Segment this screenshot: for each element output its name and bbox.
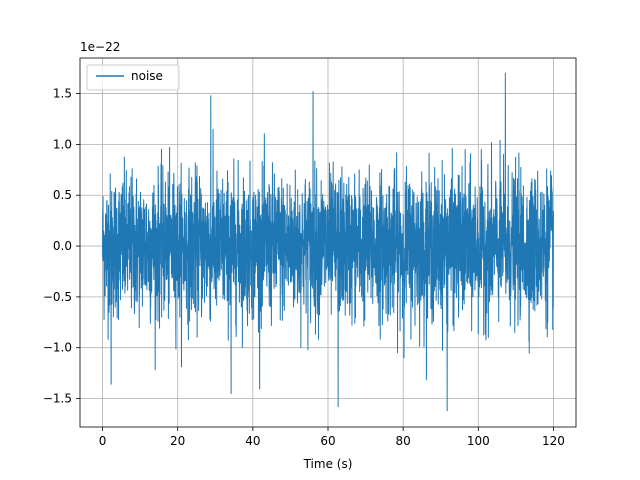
noise-line (102, 72, 554, 412)
y-tick-label: 0.5 (53, 188, 72, 202)
x-tick-label: 120 (542, 434, 565, 448)
x-tick-label: 40 (245, 434, 260, 448)
legend: noise (86, 64, 180, 91)
y-tick-label: −1.5 (43, 392, 72, 406)
y-tick-label: −0.5 (43, 290, 72, 304)
y-tick-label: 1.5 (53, 87, 72, 101)
x-tick-label: 60 (320, 434, 335, 448)
x-tick-label: 20 (170, 434, 185, 448)
y-tick-label: 1.0 (53, 137, 72, 151)
x-axis-label: Time (s) (303, 457, 353, 471)
y-tick-label: 0.0 (53, 239, 72, 253)
legend-box (86, 64, 180, 91)
y-tick-label: −1.0 (43, 341, 72, 355)
x-axis-ticks: 0 20 40 60 80 100 120 (99, 427, 565, 448)
legend-label-noise: noise (131, 69, 163, 83)
y-axis-ticks: −1.5 −1.0 −0.5 0.0 0.5 1.0 1.5 (43, 87, 80, 406)
y-axis-scale-label: 1e−22 (80, 40, 120, 54)
x-tick-label: 100 (467, 434, 490, 448)
x-tick-label: 0 (99, 434, 107, 448)
x-tick-label: 80 (396, 434, 411, 448)
series-noise (102, 72, 554, 412)
